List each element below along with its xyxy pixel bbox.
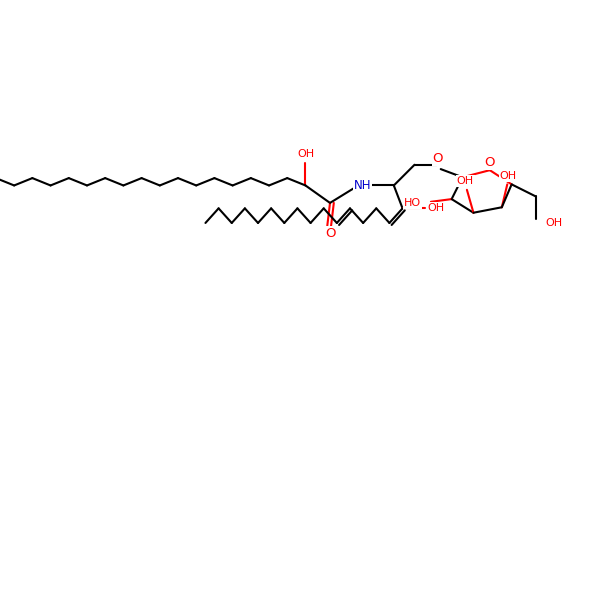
Text: OH: OH	[500, 170, 517, 181]
Text: O: O	[485, 156, 495, 169]
Text: OH: OH	[545, 218, 563, 227]
Text: OH: OH	[457, 176, 474, 186]
Text: O: O	[433, 152, 443, 165]
Text: OH: OH	[428, 203, 445, 214]
Text: O: O	[325, 227, 335, 240]
Text: NH: NH	[354, 179, 371, 192]
Text: HO: HO	[404, 199, 421, 208]
Text: OH: OH	[297, 149, 314, 159]
